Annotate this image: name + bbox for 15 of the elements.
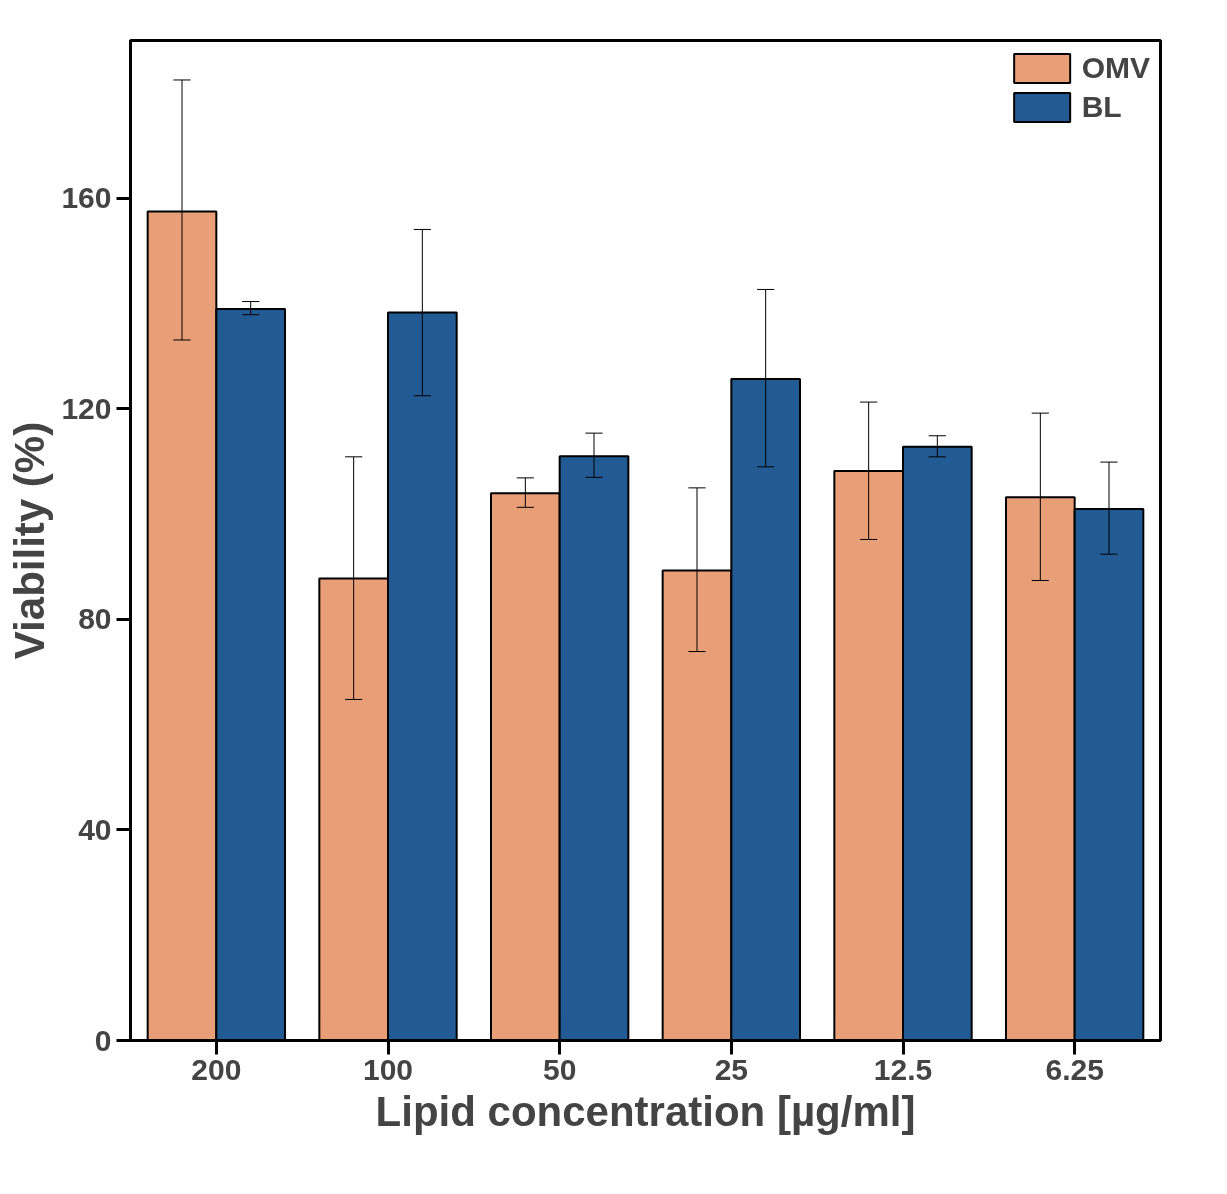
legend-label: BL <box>1081 90 1122 124</box>
x-tick-label: 12.5 <box>873 1052 933 1086</box>
y-tick-label: 80 <box>78 602 112 636</box>
x-tick-label: 200 <box>191 1052 242 1086</box>
x-axis-title: Lipid concentration [µg/ml] <box>375 1087 916 1135</box>
legend-label: OMV <box>1081 51 1150 85</box>
y-axis-title: Viability (%) <box>6 421 54 660</box>
x-tick-label: 100 <box>362 1052 414 1086</box>
x-tick-label: 25 <box>714 1052 749 1086</box>
y-tick-label: 120 <box>61 391 112 425</box>
y-tick-label: 40 <box>78 812 112 846</box>
y-tick-label: 160 <box>61 181 112 215</box>
x-tick-label: 50 <box>542 1052 577 1086</box>
x-tick-label: 6.25 <box>1045 1052 1104 1086</box>
y-tick-label: 0 <box>94 1023 112 1057</box>
